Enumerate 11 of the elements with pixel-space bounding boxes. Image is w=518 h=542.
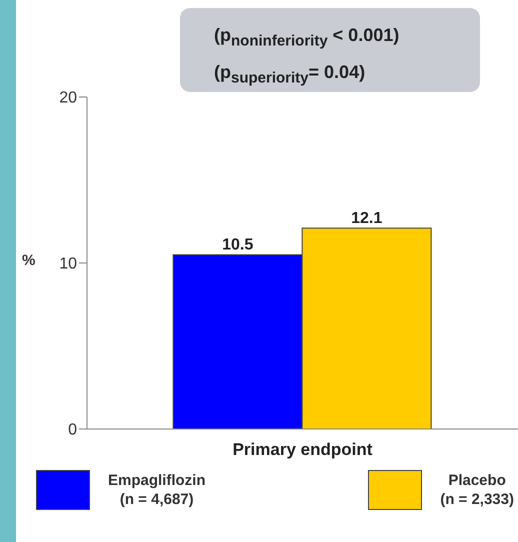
text: Empagliflozin (n = 4,687) — [108, 471, 206, 509]
y-tick-label: 0 — [68, 422, 78, 439]
data-label: 12.1 — [351, 210, 382, 228]
y-tick-label: 10 — [59, 256, 78, 273]
y-axis-title: % — [22, 252, 36, 269]
text: (p$_{superiority}$= 0.04) — [214, 60, 366, 88]
y-tick-label: 20 — [59, 90, 78, 107]
text: Placebo (n = 2,333) — [440, 471, 514, 509]
text: (p$_{noninferiority}$ < 0.001) — [214, 24, 400, 52]
data-label: 10.5 — [222, 236, 254, 254]
x-tick-label: Primary endpoint — [232, 440, 373, 460]
